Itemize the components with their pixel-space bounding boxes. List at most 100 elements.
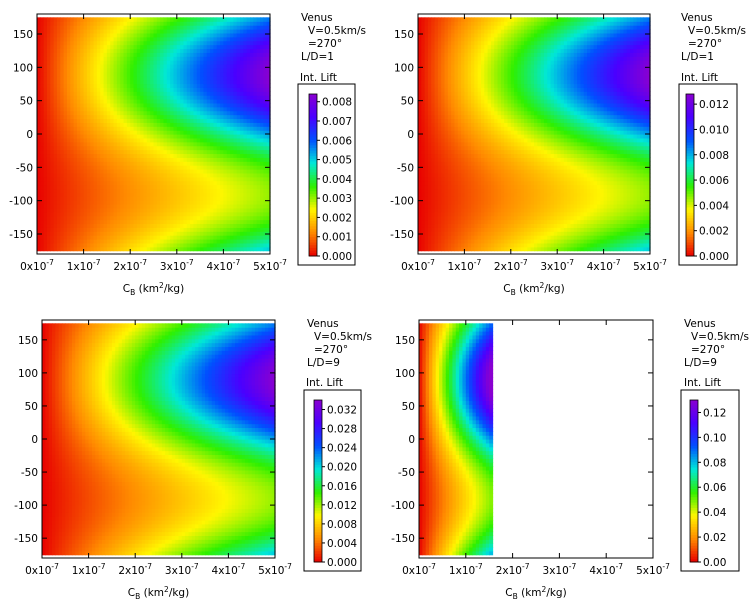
heat-cell <box>70 36 75 42</box>
heat-cell <box>103 180 108 186</box>
heat-cell <box>186 102 191 108</box>
heat-cell <box>173 172 178 178</box>
heat-cell <box>160 118 165 123</box>
heat-cell <box>153 114 158 120</box>
heat-cell <box>193 223 198 228</box>
heat-cell <box>63 184 68 190</box>
heat-cell <box>133 184 138 190</box>
heat-cell <box>190 114 195 120</box>
heat-cell <box>106 52 111 57</box>
heat-cell <box>60 227 65 232</box>
heat-cell <box>93 40 98 46</box>
heat-cell <box>100 172 105 178</box>
heat-cell <box>93 157 98 162</box>
heat-cell <box>110 246 115 252</box>
heat-cell <box>146 102 151 108</box>
heat-cell <box>66 79 71 85</box>
heat-cell <box>196 83 201 88</box>
heat-cell <box>176 106 181 112</box>
heat-cell <box>90 122 95 127</box>
heat-cell <box>193 134 198 139</box>
heat-cell <box>60 106 65 112</box>
heat-cell <box>73 126 78 131</box>
heat-cell <box>100 60 105 65</box>
heat-cell <box>96 75 101 81</box>
heat-cell <box>136 52 141 57</box>
heat-cell <box>156 235 161 240</box>
heat-cell <box>56 192 61 197</box>
heat-cell <box>40 75 45 81</box>
heat-cell <box>70 239 75 244</box>
heat-cell <box>40 137 45 143</box>
heat-cell <box>86 172 91 178</box>
heat-cell <box>56 40 61 46</box>
heat-cell <box>203 161 208 166</box>
heat-cell <box>63 126 68 131</box>
heat-cell <box>160 161 165 166</box>
heat-cell <box>50 17 55 22</box>
heat-cell <box>43 184 48 190</box>
heat-cell <box>150 215 155 221</box>
heat-cell <box>140 52 145 57</box>
heat-cell <box>83 114 88 120</box>
heat-cell <box>196 71 201 77</box>
heat-cell <box>100 145 105 151</box>
heat-cell <box>70 83 75 88</box>
heat-cell <box>56 91 61 96</box>
heat-cell <box>160 110 165 116</box>
heat-cell <box>166 114 171 120</box>
heat-cell <box>163 32 168 38</box>
heat-cell <box>66 169 71 174</box>
heat-cell <box>166 215 171 221</box>
heat-cell <box>123 145 128 151</box>
heat-cell <box>100 40 105 46</box>
heat-cell <box>170 83 175 88</box>
heat-cell <box>133 64 138 69</box>
heat-cell <box>186 204 191 209</box>
heat-cell <box>200 126 205 131</box>
heat-cell <box>146 56 151 61</box>
heat-cell <box>190 21 195 26</box>
heat-cell <box>83 21 88 26</box>
heat-cell <box>103 122 108 127</box>
heat-cell <box>200 40 205 46</box>
heat-cell <box>37 161 41 166</box>
heat-cell <box>80 130 85 135</box>
heat-cell <box>63 239 68 244</box>
heat-cell <box>153 188 158 193</box>
heat-cell <box>103 188 108 193</box>
heat-cell <box>103 114 108 120</box>
heat-cell <box>106 95 111 100</box>
heat-cell <box>80 110 85 116</box>
heat-cell <box>130 239 135 244</box>
heat-cell <box>190 99 195 104</box>
heat-cell <box>126 56 131 61</box>
heat-cell <box>153 44 158 50</box>
heat-cell <box>63 246 68 252</box>
heat-cell <box>76 29 81 34</box>
heat-cell <box>200 204 205 209</box>
heat-cell <box>56 32 61 38</box>
heat-cell <box>126 223 131 228</box>
heat-cell <box>93 165 98 170</box>
heat-cell <box>126 21 131 26</box>
heat-cell <box>103 130 108 135</box>
heat-cell <box>86 29 91 34</box>
heat-cell <box>176 145 181 151</box>
heat-cell <box>136 235 141 240</box>
heat-cell <box>170 71 175 77</box>
heat-cell <box>203 176 208 182</box>
heat-cell <box>183 227 188 232</box>
heat-cell <box>146 180 151 186</box>
heat-cell <box>50 134 55 139</box>
heat-cell <box>113 99 118 104</box>
heat-cell <box>130 204 135 209</box>
heat-cell <box>116 118 121 123</box>
heat-cell <box>93 21 98 26</box>
heat-cell <box>153 91 158 96</box>
heat-cell <box>66 91 71 96</box>
heat-cell <box>43 118 48 123</box>
heat-cell <box>203 145 208 151</box>
heat-cell <box>153 176 158 182</box>
heat-cell <box>86 60 91 65</box>
